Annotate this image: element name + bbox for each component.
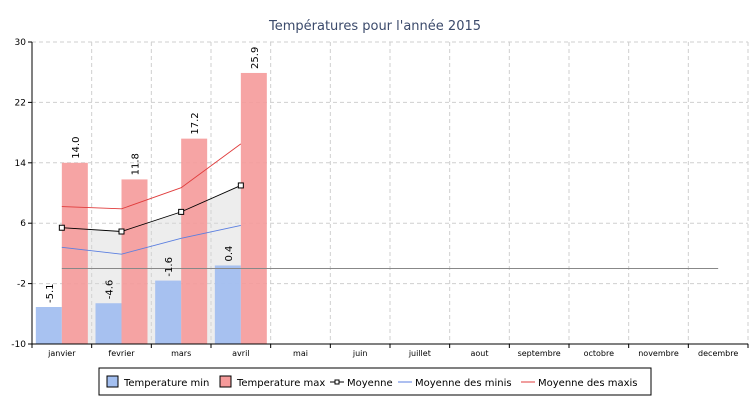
marker-moyenne (58, 224, 65, 231)
marker-moyenne (237, 182, 244, 189)
x-tick-label: septembre (518, 349, 561, 358)
y-tick-label: 30 (15, 38, 27, 48)
data-label-max: 17.2 (190, 112, 201, 134)
bar-temperature-min (35, 307, 62, 344)
x-tick-label: decembre (698, 349, 738, 358)
x-tick-label: avril (232, 349, 249, 358)
y-tick-label: -10 (11, 340, 26, 350)
x-tick-label: mai (293, 349, 308, 358)
legend-label: Temperature max (236, 378, 325, 389)
bar-temperature-min (214, 265, 241, 344)
x-tick-label: aout (470, 349, 488, 358)
legend-label: Moyenne des maxis (538, 378, 638, 389)
series-markers (58, 182, 244, 235)
bar-temperature-min (155, 280, 182, 344)
legend-marker (334, 379, 340, 385)
data-label-min: 0.4 (224, 246, 235, 262)
data-label-max: 11.8 (131, 153, 142, 175)
average-band (61, 185, 241, 344)
marker-moyenne (178, 208, 185, 215)
data-label-max: 14.0 (71, 137, 82, 159)
bar-temperature-max (181, 138, 208, 344)
bar-temperature-max (61, 162, 88, 344)
legend: Temperature min Temperature max Moyenne Moy… (98, 367, 652, 396)
legend-box (98, 367, 652, 396)
x-tick-label: juillet (408, 349, 431, 358)
legend-label: Temperature min (123, 378, 209, 389)
legend-swatch (219, 375, 232, 388)
data-labels: -5.1 -4.6 -1.6 0.4 14.0 11.8 17.2 25.9 (45, 47, 261, 303)
x-tick-label: fevrier (108, 349, 135, 358)
data-label-max: 25.9 (250, 47, 261, 69)
legend-label: Moyenne des minis (415, 378, 512, 389)
marker-moyenne (118, 228, 125, 235)
y-tick-label: 14 (15, 159, 27, 169)
x-tick-label: mars (171, 349, 191, 358)
x-tick-label: juin (352, 349, 368, 358)
bar-temperature-max (240, 72, 267, 344)
data-label-min: -4.6 (105, 280, 116, 300)
data-label-min: -1.6 (164, 257, 175, 277)
series-lines (61, 143, 719, 269)
bar-temperature-max (121, 179, 148, 344)
line-moyenne-des-minis (61, 225, 241, 255)
y-tick-label: -2 (17, 280, 26, 290)
x-tick-label: octobre (584, 349, 615, 358)
chart-title: Températures pour l'année 2015 (268, 19, 481, 34)
y-tick-label: 6 (20, 219, 26, 229)
line-moyenne (61, 185, 242, 232)
legend-swatch (106, 375, 119, 388)
axes: -10 -2 6 14 22 30 janvier fevrier mars avril mai ju… (11, 38, 749, 358)
x-tick-label: novembre (638, 349, 679, 358)
line-moyenne-des-maxis (61, 143, 242, 210)
bars (35, 72, 267, 344)
average-band-area (61, 185, 241, 344)
grid-lines (32, 41, 749, 344)
legend-label: Moyenne (347, 378, 393, 389)
y-tick-label: 22 (15, 98, 26, 108)
data-label-min: -5.1 (45, 283, 56, 303)
bar-temperature-min (95, 303, 122, 344)
x-tick-label: janvier (47, 349, 76, 358)
